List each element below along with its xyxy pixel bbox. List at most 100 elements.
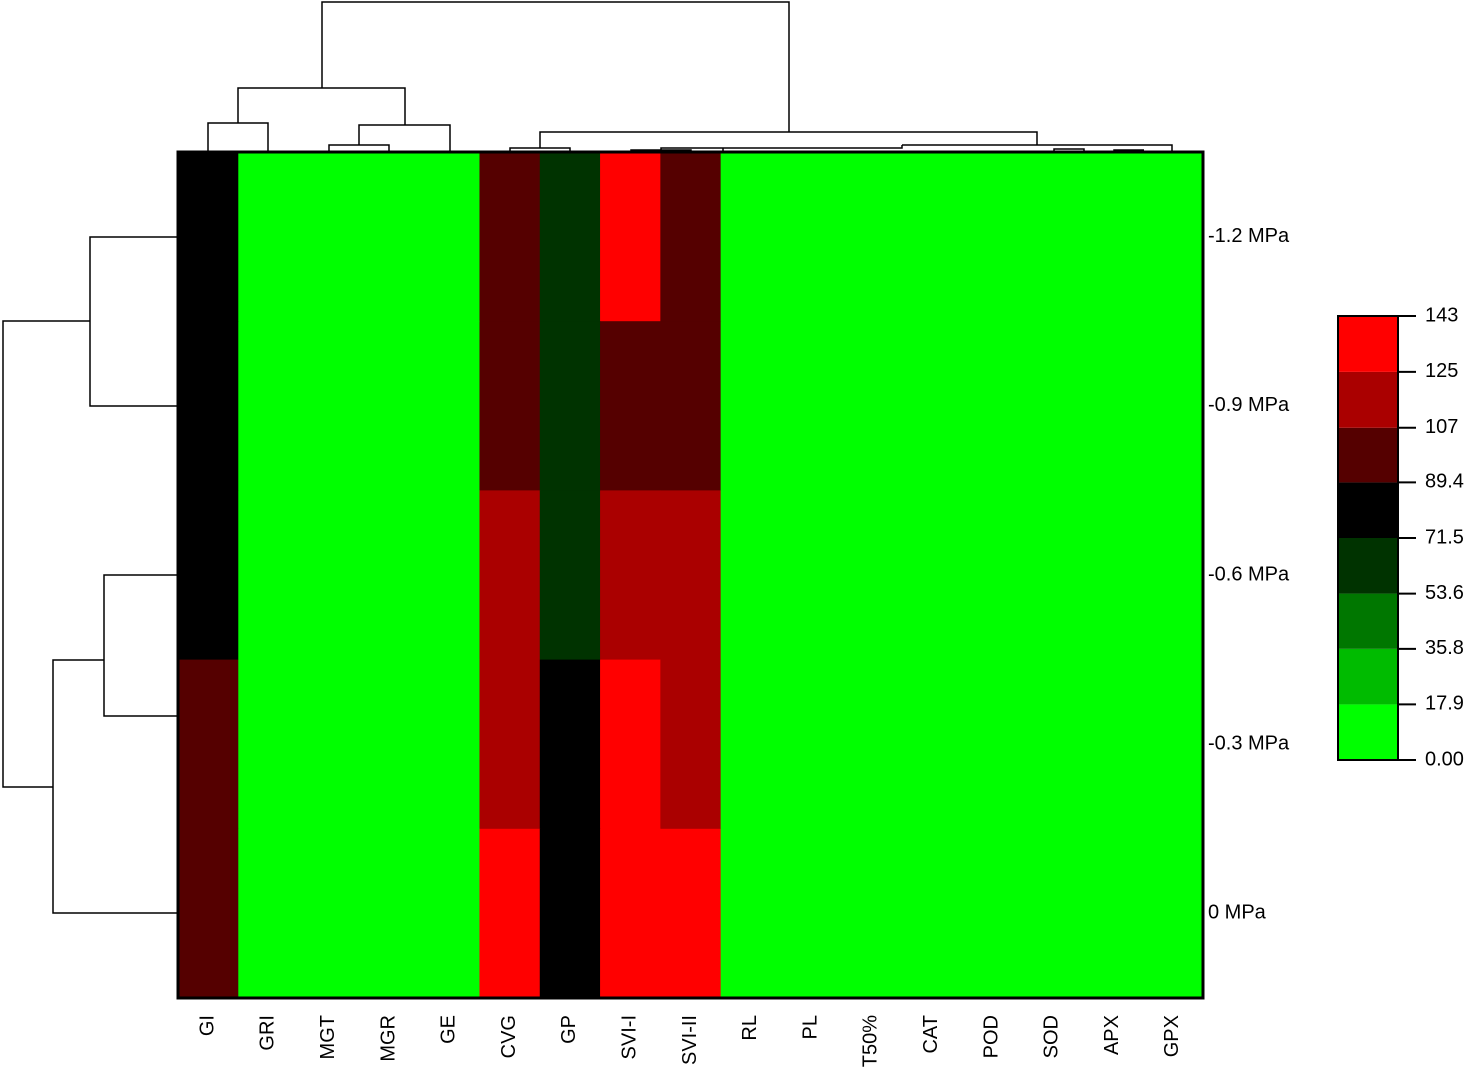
heatmap-cell	[600, 828, 661, 999]
row-label: 0 MPa	[1208, 902, 1267, 924]
heatmap-cell	[961, 659, 1023, 830]
heatmap-cell	[841, 490, 903, 661]
heatmap-cell	[539, 321, 601, 491]
heatmap-cell	[1022, 152, 1083, 322]
heatmap-cell	[539, 828, 601, 999]
heatmap-cell	[238, 828, 300, 999]
heatmap-cell	[600, 152, 661, 322]
heatmap-cell	[720, 321, 782, 491]
heatmap-cell	[479, 321, 541, 491]
heatmap-cell	[780, 321, 842, 491]
colorbar-bin	[1338, 593, 1398, 649]
heatmap-cell	[780, 828, 842, 999]
heatmap-cell	[298, 659, 360, 830]
column-label: CVG	[498, 1015, 520, 1058]
colorbar-tick-label: 89.4	[1425, 471, 1464, 493]
heatmap-cell	[660, 152, 722, 322]
heatmap-cell	[419, 321, 480, 491]
heatmap-cell	[178, 490, 239, 661]
heatmap-cell	[720, 828, 782, 999]
heatmap-cell	[901, 490, 963, 661]
colorbar-tick-label: 71.5	[1425, 526, 1464, 548]
heatmap-cell	[539, 490, 601, 661]
column-label: SVI-II	[679, 1015, 701, 1065]
heatmap-cell	[479, 490, 541, 661]
colorbar-bin	[1338, 371, 1398, 428]
colorbar-tick-label: 0.00	[1425, 748, 1464, 770]
colorbar-bin	[1338, 316, 1398, 372]
heatmap-cell	[961, 828, 1023, 999]
heatmap-cell	[720, 659, 782, 830]
heatmap-cell	[238, 659, 300, 830]
heatmap-cell	[358, 321, 420, 491]
column-label: GRI	[257, 1015, 279, 1051]
heatmap-cell	[841, 659, 903, 830]
column-label: APX	[1101, 1015, 1123, 1055]
heatmap-cell	[901, 828, 963, 999]
heatmap-cell	[660, 490, 722, 661]
column-label: SVI-I	[618, 1015, 640, 1059]
column-label: MGT	[317, 1015, 339, 1059]
heatmap-cell	[780, 152, 842, 322]
heatmap-cell	[358, 659, 420, 830]
colorbar-bin	[1338, 482, 1398, 538]
heatmap-cell	[1022, 828, 1083, 999]
heatmap-cell	[1082, 659, 1144, 830]
row-label: -0.3 MPa	[1208, 732, 1290, 754]
column-label: PL	[799, 1015, 821, 1039]
heatmap-cell	[479, 659, 541, 830]
heatmap-cell	[178, 321, 239, 491]
row-label: -1.2 MPa	[1208, 225, 1290, 247]
column-label: SOD	[1041, 1015, 1063, 1058]
heatmap-cell	[358, 490, 420, 661]
heatmap-cell	[238, 321, 300, 491]
heatmap-cell	[841, 321, 903, 491]
colorbar-bin	[1338, 704, 1398, 760]
heatmap-cell	[660, 828, 722, 999]
heatmap-cell	[1022, 321, 1083, 491]
heatmap-cell	[358, 828, 420, 999]
heatmap-frame	[176, 150, 1205, 1000]
heatmap-cell	[1082, 321, 1144, 491]
heatmap-cell	[600, 321, 661, 491]
heatmap-cell	[178, 828, 239, 999]
heatmap-cell	[479, 152, 541, 322]
heatmap-cell	[780, 490, 842, 661]
heatmap-cell	[1142, 490, 1204, 661]
colorbar-tick-label: 53.6	[1425, 582, 1464, 604]
colorbar-bin	[1338, 427, 1398, 483]
heatmap-cell	[961, 490, 1023, 661]
heatmap-cell	[419, 490, 480, 661]
heatmap-cell	[901, 659, 963, 830]
dendrogram-top	[207, 1, 1173, 152]
heatmap-cell	[961, 321, 1023, 491]
heatmap-cell	[298, 321, 360, 491]
column-label: GE	[438, 1015, 460, 1044]
heatmap-cell	[419, 152, 480, 322]
heatmap-cell	[1082, 828, 1144, 999]
colorbar-tick-label: 125	[1425, 360, 1458, 382]
column-label: GP	[558, 1015, 580, 1044]
colorbar-tick-label: 107	[1425, 416, 1458, 438]
heatmap-cell	[660, 321, 722, 491]
heatmap-cell	[1142, 321, 1204, 491]
heatmap-cell	[539, 659, 601, 830]
dendrogram-left	[2, 236, 178, 914]
heatmap-cell	[479, 828, 541, 999]
heatmap-cell	[419, 828, 480, 999]
row-label: -0.9 MPa	[1208, 394, 1290, 416]
colorbar-tick-label: 143	[1425, 304, 1458, 326]
heatmap-cell	[419, 659, 480, 830]
heatmap-cell	[298, 490, 360, 661]
heatmap-cell	[298, 152, 360, 322]
heatmap-cell	[238, 490, 300, 661]
column-label: CAT	[920, 1015, 942, 1054]
heatmap-cell	[1022, 490, 1083, 661]
heatmap-cell	[1082, 490, 1144, 661]
heatmap-cell	[841, 152, 903, 322]
column-label: GPX	[1161, 1015, 1183, 1057]
heatmap-cell	[358, 152, 420, 322]
heatmap-cell	[1142, 152, 1204, 322]
column-label: T50%	[860, 1015, 882, 1067]
